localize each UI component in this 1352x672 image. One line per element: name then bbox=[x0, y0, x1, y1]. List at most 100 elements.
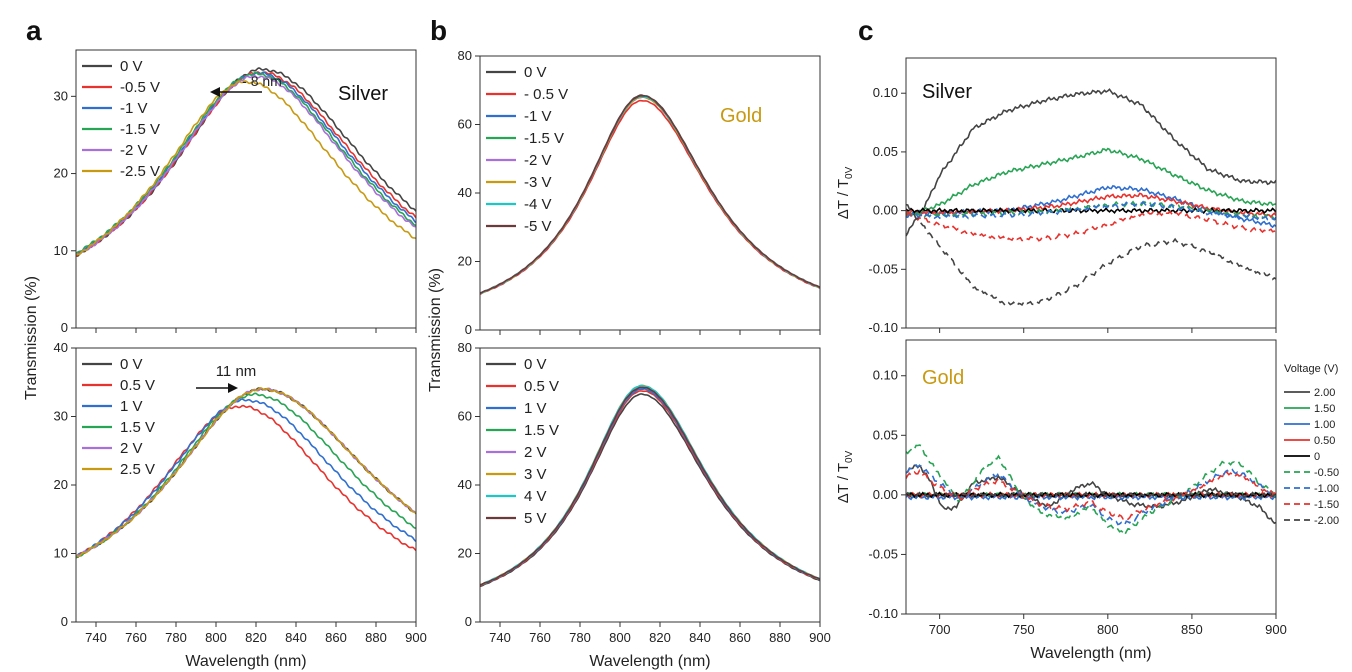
c-top-series-6 bbox=[905, 200, 1277, 221]
c-top-ytick-label: 0.00 bbox=[873, 203, 898, 218]
c-top-ytick-label: -0.10 bbox=[868, 320, 898, 335]
b-bot-ytick-label: 40 bbox=[458, 477, 472, 492]
c-legend-label: 1.00 bbox=[1314, 419, 1335, 431]
a-top-ytick-label: 0 bbox=[61, 320, 68, 335]
a-bot-xtick-label: 840 bbox=[285, 630, 307, 645]
b-bot-xtick-label: 780 bbox=[569, 630, 591, 645]
b-top-legend-label: -2 V bbox=[524, 152, 552, 169]
c-bot-ytick-label: 0.00 bbox=[873, 487, 898, 502]
b-top-series-7 bbox=[479, 94, 821, 294]
c-bot-series-0 bbox=[905, 464, 1277, 525]
c-bot-xlabel: Wavelength (nm) bbox=[1030, 645, 1151, 662]
c-bot-series-7 bbox=[905, 469, 1277, 521]
b-bot-xtick-label: 740 bbox=[489, 630, 511, 645]
b-top-legend-label: -4 V bbox=[524, 196, 552, 213]
c-legend-label: 1.50 bbox=[1314, 403, 1335, 415]
b-bot-series-7 bbox=[479, 386, 821, 586]
b-bot-frame-top bbox=[479, 347, 821, 623]
panel-letter-b: b bbox=[430, 15, 447, 46]
a-bot-ytick-label: 10 bbox=[54, 546, 68, 561]
a-top-ytick-label: 30 bbox=[54, 88, 68, 103]
b-top-legend-label: 0 V bbox=[524, 64, 547, 81]
a-bot-legend-label: 0.5 V bbox=[120, 377, 155, 394]
c-legend-label: 2.00 bbox=[1314, 387, 1335, 399]
a-bot-frame-top bbox=[75, 347, 417, 623]
a-bot-xtick-label: 820 bbox=[245, 630, 267, 645]
b-bot-xtick-label: 800 bbox=[609, 630, 631, 645]
c-top-series-4 bbox=[905, 207, 1277, 215]
panel-letter-c: c bbox=[858, 15, 874, 46]
b-bot-ytick-label: 20 bbox=[458, 546, 472, 561]
b-top-ylabel: Transmission (%) bbox=[427, 268, 444, 392]
a-top-legend-label: -0.5 V bbox=[120, 79, 160, 96]
c-top-series-8 bbox=[905, 203, 1277, 307]
a-bot-xtick-label: 740 bbox=[85, 630, 107, 645]
c-bot-series-5 bbox=[905, 444, 1277, 537]
a-bot-xtick-label: 880 bbox=[365, 630, 387, 645]
a-bot-legend-label: 2 V bbox=[120, 440, 143, 457]
c-top-ytick-label: 0.10 bbox=[873, 85, 898, 100]
a-bot-xlabel: Wavelength (nm) bbox=[185, 653, 306, 670]
c-top-ytick-label: -0.05 bbox=[868, 261, 898, 276]
a-bot-xtick-label: 780 bbox=[165, 630, 187, 645]
a-bot-legend-label: 2.5 V bbox=[120, 461, 155, 478]
c-bot-frame-top bbox=[905, 339, 1277, 615]
b-bot-legend-label: 1.5 V bbox=[524, 422, 559, 439]
a-top-ytick-label: 10 bbox=[54, 243, 68, 258]
b-top-legend-label: -1.5 V bbox=[524, 130, 564, 147]
a-top-annotation: Silver bbox=[338, 83, 388, 105]
a-bot-legend-label: 1 V bbox=[120, 398, 143, 415]
c-bot-annotation: Gold bbox=[922, 367, 964, 389]
a-top-ytick-label: 20 bbox=[54, 166, 68, 181]
b-bot-legend-label: 4 V bbox=[524, 488, 547, 505]
b-bot-legend-label: 0.5 V bbox=[524, 378, 559, 395]
b-bot-xtick-label: 900 bbox=[809, 630, 831, 645]
c-top-series-2 bbox=[905, 185, 1277, 229]
b-bot-legend-label: 5 V bbox=[524, 510, 547, 527]
panel-letter-a: a bbox=[26, 15, 42, 46]
a-bot-series-2 bbox=[75, 398, 417, 558]
b-top-legend-label: -1 V bbox=[524, 108, 552, 125]
c-bot-xtick-label: 700 bbox=[929, 622, 951, 637]
c-bot-series-2 bbox=[905, 493, 1277, 501]
b-bot-xlabel: Wavelength (nm) bbox=[589, 653, 710, 670]
a-top-shift-arrowhead bbox=[210, 87, 220, 97]
a-bot-xtick-label: 900 bbox=[405, 630, 427, 645]
a-bot-series-1 bbox=[75, 404, 417, 559]
a-top-series-4 bbox=[75, 74, 417, 256]
c-top-series-1 bbox=[905, 147, 1277, 218]
b-top-annotation: Gold bbox=[720, 105, 762, 127]
b-bot-xtick-label: 840 bbox=[689, 630, 711, 645]
a-top-legend-label: -1 V bbox=[120, 100, 148, 117]
c-top-annotation: Silver bbox=[922, 81, 972, 103]
c-bot-ytick-label: -0.05 bbox=[868, 546, 898, 561]
a-bot-xtick-label: 860 bbox=[325, 630, 347, 645]
b-bot-ytick-label: 0 bbox=[465, 614, 472, 629]
b-top-ytick-label: 40 bbox=[458, 185, 472, 200]
c-top-frame-top bbox=[905, 57, 1277, 329]
a-bot-series-5 bbox=[75, 387, 417, 558]
b-bot-legend-label: 3 V bbox=[524, 466, 547, 483]
a-bot-ytick-label: 20 bbox=[54, 477, 68, 492]
c-bot-xtick-label: 750 bbox=[1013, 622, 1035, 637]
c-top-series-0 bbox=[905, 88, 1277, 237]
a-top-series-5 bbox=[75, 80, 417, 256]
a-top-ylabel: Transmission (%) bbox=[23, 276, 40, 400]
a-bot-legend-label: 1.5 V bbox=[120, 419, 155, 436]
c-bot-ytick-label: 0.10 bbox=[873, 368, 898, 383]
a-top-legend-label: 0 V bbox=[120, 58, 143, 75]
b-bot-ytick-label: 60 bbox=[458, 409, 472, 424]
b-top-legend-label: -3 V bbox=[524, 174, 552, 191]
b-bot-series-0 bbox=[479, 393, 821, 588]
a-bot-ytick-label: 30 bbox=[54, 409, 68, 424]
a-top-legend-label: -2 V bbox=[120, 142, 148, 159]
c-legend-label: 0 bbox=[1314, 451, 1320, 463]
b-bot-legend-label: 1 V bbox=[524, 400, 547, 417]
b-bot-xtick-label: 880 bbox=[769, 630, 791, 645]
b-top-ytick-label: 60 bbox=[458, 117, 472, 132]
plots-layer: 0 10 20 30 Transmission (%) 0 V -0.5 V -1 V -1.5… bbox=[23, 48, 1339, 670]
c-bot-series-8 bbox=[905, 491, 1277, 499]
a-top-shift-label: - 8 nm bbox=[242, 73, 282, 89]
b-top-ytick-label: 80 bbox=[458, 48, 472, 63]
a-bot-xtick-label: 760 bbox=[125, 630, 147, 645]
